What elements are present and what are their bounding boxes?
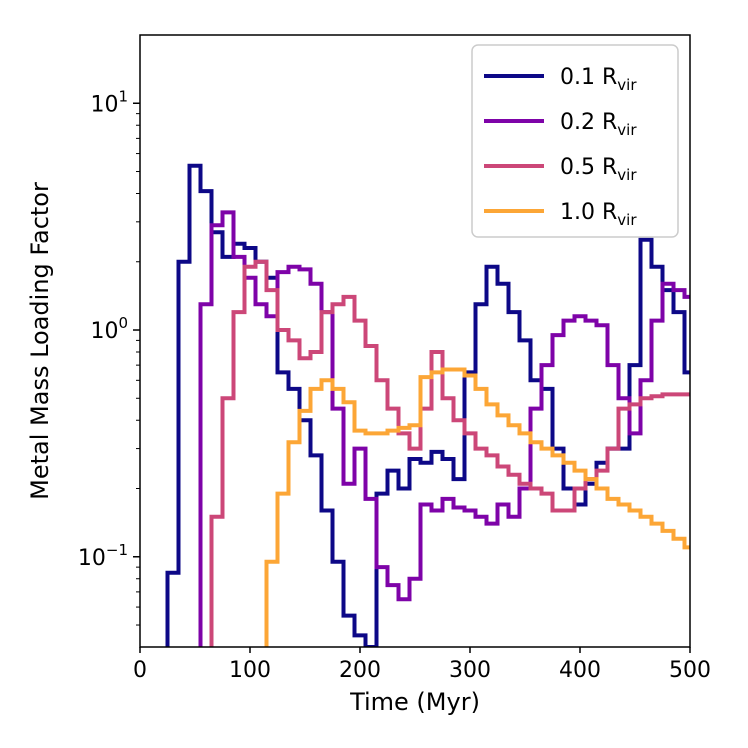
legend-box bbox=[471, 44, 679, 238]
x-tick-label: 0 bbox=[133, 658, 147, 683]
y-tick-label: 10−1 bbox=[78, 541, 128, 571]
x-tick-label: 100 bbox=[229, 658, 271, 683]
plot-frame bbox=[139, 34, 691, 648]
series-line-2 bbox=[198, 210, 690, 647]
x-tick-label: 400 bbox=[559, 658, 601, 683]
x-axis: 0 100 200 300 400 500 bbox=[133, 647, 711, 683]
legend-label: 0.5 Rvir bbox=[560, 155, 637, 184]
legend-label: 0.1 Rvir bbox=[560, 65, 637, 94]
y-axis: 101 100 10−1 bbox=[78, 87, 140, 626]
plot-area bbox=[139, 34, 691, 648]
series-line-4 bbox=[264, 367, 690, 647]
series-line-3 bbox=[209, 259, 690, 647]
y-tick-label: 101 bbox=[90, 87, 128, 117]
legend: 0.1 Rvir 0.2 Rvir 0.5 Rvir 1.0 Rvir bbox=[471, 44, 679, 238]
series-layer bbox=[165, 163, 690, 647]
x-tick-label: 500 bbox=[669, 658, 711, 683]
x-axis-label: Time (Myr) bbox=[349, 688, 480, 716]
y-tick-label: 100 bbox=[90, 314, 128, 344]
series-line-1 bbox=[165, 163, 690, 647]
x-tick-label: 300 bbox=[449, 658, 491, 683]
y-axis-label: Metal Mass Loading Factor bbox=[26, 182, 54, 500]
legend-label: 1.0 Rvir bbox=[560, 200, 637, 229]
x-tick-label: 200 bbox=[339, 658, 381, 683]
legend-label: 0.2 Rvir bbox=[560, 110, 637, 139]
